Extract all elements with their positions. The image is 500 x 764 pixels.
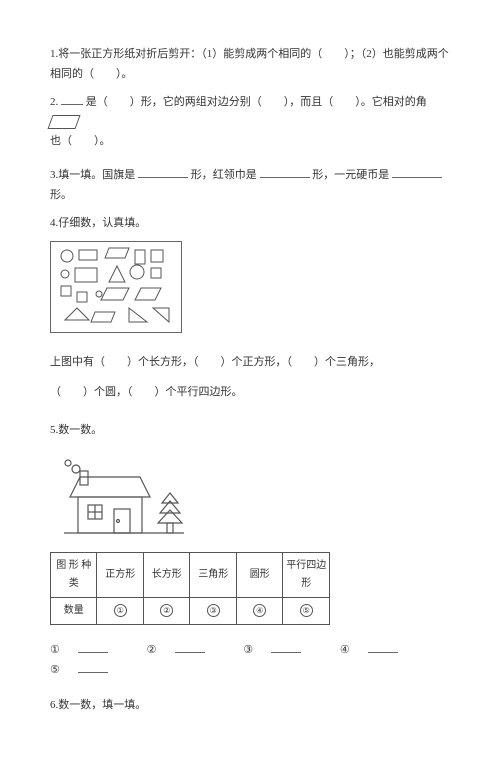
ans-5-blank[interactable] (78, 662, 108, 673)
worksheet-page: 1.将一张正方形纸对折后剪开：（1）能剪成两个相同的（ ）；（2）也能剪成两个相… (0, 0, 500, 764)
table-header-row: 图 形 种 类 正方形 长方形 三角形 圆形 平行四边形 (51, 552, 330, 597)
question-4: 4.仔细数，认真填。 (50, 214, 450, 403)
q2-inline-blank[interactable] (61, 94, 83, 105)
house-svg (50, 453, 220, 548)
house-figure (50, 453, 450, 548)
ans-2-blank[interactable] (175, 642, 205, 653)
ans-5-label: ⑤ (50, 661, 60, 681)
ans-4-label: ④ (340, 641, 350, 661)
shapes-figure (50, 241, 182, 333)
q5-title: 5.数一数。 (50, 421, 450, 441)
q3-a: 3.填一填。国旗是 (50, 169, 135, 181)
question-1: 1.将一张正方形纸对折后剪开：（1）能剪成两个相同的（ ）；（2）也能剪成两个相… (50, 45, 450, 85)
q3-d: 形。 (50, 189, 72, 201)
ans-2-label: ② (147, 641, 157, 661)
question-2: 2. 是（ ）形，它的两组对边分别（ ），而且（ ）。它相对的角 也（ ）。 (50, 93, 450, 152)
q3-blank-2[interactable] (260, 167, 310, 178)
col-square: 正方形 (97, 552, 144, 597)
parallelogram-icon (47, 115, 80, 129)
q2-num: 2. (50, 96, 58, 108)
ans-1-blank[interactable] (78, 642, 108, 653)
ans-3-blank[interactable] (271, 642, 301, 653)
shapes-svg (51, 242, 181, 332)
q3-blank-1[interactable] (138, 167, 188, 178)
cell-5[interactable]: ⑤ (283, 597, 330, 624)
q4-title: 4.仔细数，认真填。 (50, 214, 450, 234)
table-count-row: 数量 ① ② ③ ④ ⑤ (51, 597, 330, 624)
q4-line1: 上图中有（ ）个长方形，（ ）个正方形，（ ）个三角形， (50, 353, 450, 373)
ans-1-label: ① (50, 641, 60, 661)
cell-1[interactable]: ① (97, 597, 144, 624)
q2-text2: 也（ ）。 (50, 135, 111, 147)
col-rect: 长方形 (143, 552, 190, 597)
col-tri: 三角形 (190, 552, 237, 597)
q4-line2: （ ）个圆，（ ）个平行四边形。 (50, 383, 450, 403)
row-label: 数量 (51, 597, 97, 624)
q3-c: 形，一元硬币是 (312, 169, 389, 181)
ans-3-label: ③ (243, 641, 253, 661)
header-label: 图 形 种 类 (51, 552, 97, 597)
ans-4-blank[interactable] (368, 642, 398, 653)
count-table: 图 形 种 类 正方形 长方形 三角形 圆形 平行四边形 数量 ① ② ③ ④ … (50, 552, 330, 625)
q6-text: 6.数一数，填一填。 (50, 699, 146, 711)
q1-text: 1.将一张正方形纸对折后剪开：（1）能剪成两个相同的（ ）；（2）也能剪成两个相… (50, 48, 449, 80)
q3-b: 形，红领巾是 (191, 169, 257, 181)
question-5: 5.数一数。 (50, 421, 450, 680)
question-3: 3.填一填。国旗是 形，红领巾是 形，一元硬币是 形。 (50, 166, 450, 206)
col-para: 平行四边形 (283, 552, 330, 597)
question-6: 6.数一数，填一填。 (50, 696, 450, 716)
q2-text1: 是（ ）形，它的两组对边分别（ ），而且（ ）。它相对的角 (86, 96, 427, 108)
cell-2[interactable]: ② (143, 597, 190, 624)
q3-blank-3[interactable] (392, 167, 442, 178)
col-circle: 圆形 (236, 552, 283, 597)
cell-3[interactable]: ③ (190, 597, 237, 624)
cell-4[interactable]: ④ (236, 597, 283, 624)
answers-row: ① ② ③ ④ ⑤ (50, 641, 450, 681)
